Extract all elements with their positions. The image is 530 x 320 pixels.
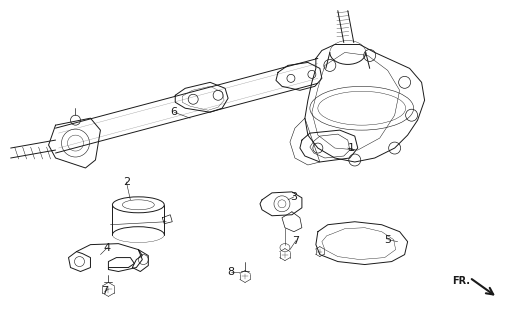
Text: 6: 6 (171, 107, 178, 117)
Text: 7: 7 (293, 236, 299, 246)
Text: FR.: FR. (453, 276, 471, 286)
Text: 3: 3 (290, 192, 297, 202)
Text: 5: 5 (384, 235, 391, 245)
Text: 7: 7 (101, 286, 108, 296)
Text: 1: 1 (348, 143, 355, 153)
Text: 2: 2 (123, 177, 130, 187)
Text: 8: 8 (227, 267, 235, 276)
Text: 4: 4 (104, 243, 111, 252)
